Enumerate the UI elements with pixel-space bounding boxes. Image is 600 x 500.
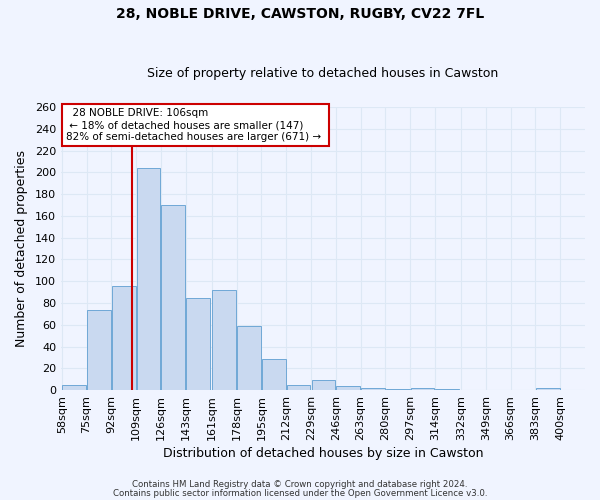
- Bar: [62, 384, 86, 390]
- Text: 28 NOBLE DRIVE: 106sqm  
 ← 18% of detached houses are smaller (147)
82% of semi: 28 NOBLE DRIVE: 106sqm ← 18% of detached…: [66, 108, 325, 142]
- Text: Contains HM Land Registry data © Crown copyright and database right 2024.: Contains HM Land Registry data © Crown c…: [132, 480, 468, 489]
- Bar: [137, 168, 160, 390]
- Bar: [337, 386, 360, 390]
- Bar: [536, 388, 560, 390]
- Bar: [161, 205, 185, 390]
- Bar: [237, 326, 261, 390]
- Bar: [112, 286, 136, 390]
- Title: Size of property relative to detached houses in Cawston: Size of property relative to detached ho…: [148, 66, 499, 80]
- Bar: [287, 384, 310, 390]
- Bar: [311, 380, 335, 390]
- X-axis label: Distribution of detached houses by size in Cawston: Distribution of detached houses by size …: [163, 447, 483, 460]
- Bar: [87, 310, 111, 390]
- Text: 28, NOBLE DRIVE, CAWSTON, RUGBY, CV22 7FL: 28, NOBLE DRIVE, CAWSTON, RUGBY, CV22 7F…: [116, 8, 484, 22]
- Y-axis label: Number of detached properties: Number of detached properties: [15, 150, 28, 347]
- Bar: [436, 389, 459, 390]
- Bar: [262, 358, 286, 390]
- Bar: [386, 389, 410, 390]
- Bar: [410, 388, 434, 390]
- Bar: [361, 388, 385, 390]
- Bar: [212, 290, 236, 390]
- Text: Contains public sector information licensed under the Open Government Licence v3: Contains public sector information licen…: [113, 488, 487, 498]
- Bar: [186, 298, 210, 390]
